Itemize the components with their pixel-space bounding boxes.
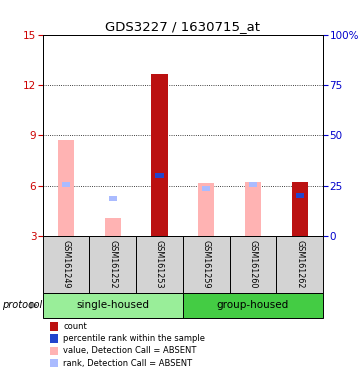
Bar (109, 196, 117, 201)
Text: single-housed: single-housed (76, 300, 149, 310)
Text: rank, Detection Call = ABSENT: rank, Detection Call = ABSENT (63, 359, 192, 368)
Title: GDS3227 / 1630715_at: GDS3227 / 1630715_at (105, 20, 260, 33)
Bar (296, 193, 304, 197)
Bar (151, 74, 168, 236)
Bar (277, 236, 323, 293)
Text: group-housed: group-housed (217, 300, 289, 310)
Bar (58, 139, 74, 236)
Bar (43, 293, 183, 318)
Text: percentile rank within the sample: percentile rank within the sample (63, 334, 205, 343)
Bar (230, 236, 276, 293)
Bar (183, 236, 230, 293)
Bar (90, 236, 136, 293)
Bar (245, 182, 261, 236)
Bar (136, 236, 183, 293)
Text: GSM161260: GSM161260 (248, 240, 257, 288)
Text: protocol: protocol (2, 300, 42, 310)
Text: GSM161249: GSM161249 (61, 240, 70, 289)
Text: GSM161259: GSM161259 (202, 240, 211, 289)
Bar (155, 174, 164, 178)
Bar (43, 236, 90, 293)
Text: GSM161252: GSM161252 (108, 240, 117, 289)
Bar (183, 293, 323, 318)
Bar (62, 182, 70, 187)
Bar (105, 218, 121, 236)
Text: GSM161262: GSM161262 (295, 240, 304, 289)
Text: value, Detection Call = ABSENT: value, Detection Call = ABSENT (63, 346, 196, 356)
Text: count: count (63, 322, 87, 331)
Text: GSM161253: GSM161253 (155, 240, 164, 289)
Bar (202, 186, 210, 191)
Bar (292, 182, 308, 236)
Bar (249, 182, 257, 187)
Bar (198, 183, 214, 236)
